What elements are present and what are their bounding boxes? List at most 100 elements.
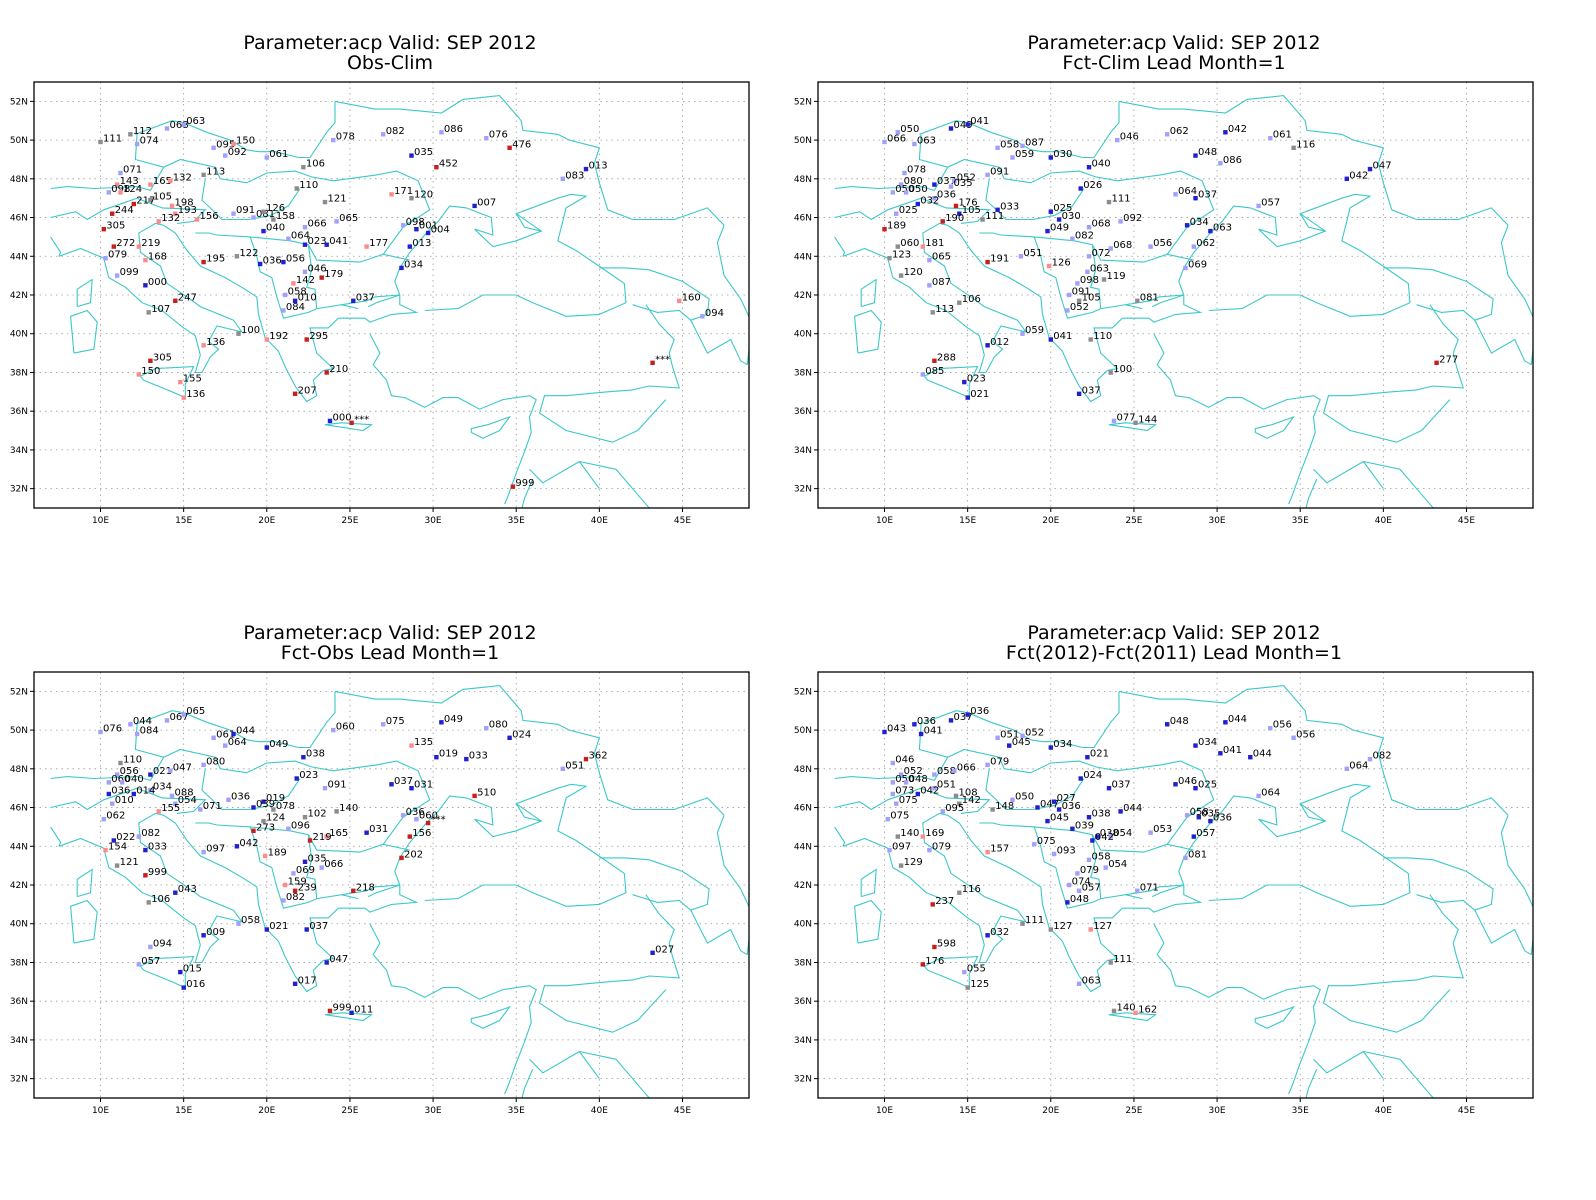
station-value-label: 050 [900,124,919,135]
coast-border-line [842,222,1028,374]
station-value-label: 056 [1296,729,1315,740]
station-value-label: 106 [151,894,170,905]
x-tick-label: 25E [1125,516,1142,526]
station-square [327,418,333,424]
station-square [226,797,231,802]
station-value-label: 063 [1213,223,1232,234]
station-square [1095,834,1100,839]
station-value-label: 081 [256,209,275,220]
station-value-label: 056 [120,766,139,777]
station-square [1148,830,1153,835]
map-canvas: 10E 15E 20E 25E 30E 35E 40E 45E 32N 34N 36N 38N 40N 4… [10,671,750,1116]
station-marker: 075 [894,795,918,806]
station-marker: 082 [1367,751,1392,762]
station-value-label: 127 [1093,921,1112,932]
station-marker: 052 [1065,302,1089,313]
station-marker: 024 [1078,770,1102,781]
station-square [980,217,985,222]
station-marker: 041 [1048,331,1072,342]
x-tick-label: 10E [92,516,109,526]
station-value-label: 154 [108,842,127,853]
station-square [472,203,477,209]
map-panel-obs-clim: Parameter:acp Valid: SEP 2012 Obs-Clim 1… [0,0,780,590]
station-square [560,766,565,771]
station-marker: 037 [948,712,973,723]
y-tick-label: 32N [794,485,812,495]
station-marker: 033 [143,842,167,853]
station-value-label: *** [431,815,446,826]
station-square [1090,838,1095,843]
station-marker: 036 [912,716,936,727]
station-marker: 037 [932,176,956,187]
coast-border-line [690,319,748,366]
station-value-label: 210 [329,364,348,375]
station-value-label: 046 [895,755,914,766]
station-value-label: 177 [369,238,388,249]
coast-border-line [1254,415,1296,439]
station-marker: 079 [103,250,127,261]
station-square [302,269,308,274]
coast-border-line [1090,834,1102,899]
station-square [1218,161,1223,166]
station-square [1184,813,1190,818]
station-value-label: 044 [1253,749,1272,760]
station-marker: 181 [920,238,944,249]
station-marker: 056 [114,766,139,777]
station-marker: 056 [1148,238,1172,249]
station-value-label: 027 [655,944,674,955]
station-marker: 048 [1165,716,1189,727]
station-square [932,196,937,201]
x-tick-label: 40E [1375,516,1392,526]
station-marker: 142 [291,275,315,286]
station-square [1046,263,1052,269]
coast-border-line [1322,304,1464,414]
coast-border-line [470,415,512,439]
station-value-label: 105 [1082,292,1101,303]
x-tick-label: 25E [1125,1106,1142,1116]
station-value-label: 063 [1090,263,1109,274]
station-square [409,786,414,791]
title-line1: Parameter:acp Valid: SEP 2012 [243,32,537,54]
station-marker: 021 [264,921,288,932]
station-marker: 111 [98,134,122,145]
coast-border-line [163,783,627,993]
station-marker: 081 [251,209,275,220]
station-value-label: 041 [970,116,989,127]
station-value-label: 038 [1092,809,1111,820]
station-square [1020,921,1025,926]
station-marker: 082 [381,126,405,137]
station-square [1086,815,1092,820]
station-value-label: 058 [1092,851,1111,862]
station-value-label: 078 [336,132,355,143]
station-value-label: 094 [705,308,724,319]
station-value-label: 041 [924,726,943,737]
station-marker: 176 [920,956,944,967]
station-value-label: 000 [333,412,352,423]
station-value-label: 095 [216,139,235,150]
coast-border-line [851,748,1215,818]
station-square [985,172,990,178]
station-square [156,219,161,224]
station-value-label: 058 [1000,139,1019,150]
station-square [324,370,329,375]
station-value-label: 076 [103,724,122,735]
y-tick-label: 38N [794,368,812,378]
station-value-label: 096 [291,820,310,831]
station-marker: 100 [236,325,260,336]
station-value-label: 099 [120,267,139,278]
station-square [932,944,937,950]
station-square [143,873,148,878]
station-value-label: 075 [899,795,918,806]
station-marker: 001 [414,221,438,232]
station-marker: 051 [932,780,956,791]
coast-border-line [161,207,207,224]
station-value-label: 062 [1170,126,1189,137]
x-tick-label: 25E [341,516,358,526]
station-square [134,141,140,147]
station-square [324,960,329,965]
station-value-label: 024 [1083,770,1102,781]
station-value-label: 036 [231,791,250,802]
station-value-label: 362 [589,751,608,762]
station-square [211,735,216,740]
station-value-label: 019 [439,749,458,760]
